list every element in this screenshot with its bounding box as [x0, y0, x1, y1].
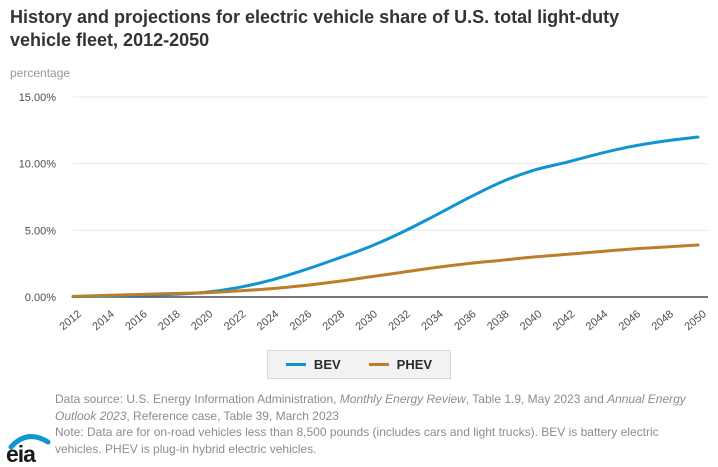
x-tick-label: 2020 [189, 308, 215, 333]
legend-dash-icon [368, 363, 389, 366]
x-tick-label: 2026 [288, 308, 314, 333]
eia-logo: eia [6, 434, 51, 466]
source-publication-name: Annual Energy Outlook 2023 [55, 392, 686, 423]
x-tick-label: 2028 [321, 308, 347, 333]
x-tick-label: 2036 [452, 308, 478, 333]
legend-label: PHEV [396, 357, 433, 372]
x-tick-label: 2040 [518, 308, 544, 333]
x-tick-label: 2018 [156, 308, 182, 333]
x-tick-label: 2038 [485, 308, 511, 333]
note-text: Note: Data are for on-road vehicles less… [55, 425, 659, 456]
ev-share-line-chart: 0.00% 5.00% 10.00% 15.00% 2012 2014 2016 2018 20… [19, 92, 709, 333]
x-tick-label: 2024 [255, 308, 281, 333]
chart-legend: BEV PHEV [266, 350, 452, 379]
legend-dash-icon [285, 363, 306, 366]
x-tick-label: 2044 [584, 308, 610, 333]
x-tick-label: 2022 [222, 308, 248, 333]
data-source-text: Data source: U.S. Energy Information Adm… [55, 391, 707, 424]
eia-logo-text: eia [6, 441, 36, 466]
series-line-bev [71, 135, 700, 299]
legend-item-phev: PHEV [368, 357, 433, 372]
legend-label: BEV [313, 357, 341, 372]
series-line-phev [71, 243, 700, 298]
y-tick-label: 5.00% [25, 225, 56, 237]
x-tick-label: 2046 [617, 308, 643, 333]
source-text-segment: , Table 1.9, May 2023 and [465, 392, 608, 406]
x-tick-label: 2032 [386, 308, 412, 333]
source-text-segment: Data source: U.S. Energy Information Adm… [55, 392, 340, 406]
x-tick-label: 2030 [354, 308, 380, 333]
chart-footnotes: Data source: U.S. Energy Information Adm… [55, 391, 707, 457]
eia-logo-swoosh-icon [8, 434, 51, 450]
x-tick-label: 2012 [57, 308, 83, 333]
x-tick-label: 2016 [123, 308, 149, 333]
x-tick-label: 2014 [90, 308, 116, 333]
y-axis-unit-label: percentage [10, 66, 71, 80]
y-tick-label: 15.00% [19, 92, 57, 104]
x-tick-label: 2050 [682, 308, 708, 333]
x-tick-label: 2042 [551, 308, 577, 333]
x-tick-label: 2048 [650, 308, 676, 333]
y-tick-label: 0.00% [25, 292, 56, 304]
y-tick-label: 10.00% [19, 159, 57, 171]
source-text-segment: , Reference case, Table 39, March 2023 [126, 408, 339, 423]
source-publication-name: Monthly Energy Review [339, 392, 466, 406]
chart-title: History and projections for electric veh… [10, 7, 620, 50]
x-tick-label: 2034 [419, 308, 445, 333]
legend-item-bev: BEV [285, 357, 341, 372]
